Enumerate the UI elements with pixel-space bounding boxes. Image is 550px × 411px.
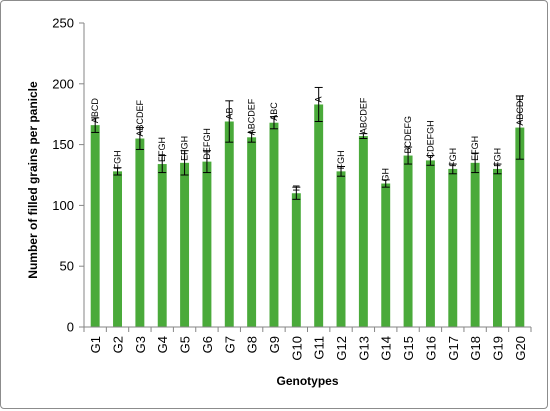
x-tick-label: G13 <box>356 336 371 361</box>
error-bar-g2 <box>113 167 122 176</box>
y-tick-label: 0 <box>67 320 74 335</box>
x-tick-label: G14 <box>379 336 394 361</box>
x-tick-label: G19 <box>490 336 505 361</box>
significance-label-g14: GH <box>381 168 391 182</box>
x-axis-ticks: G1 G2 G3 G4 G5 G6 G7 G8 G9 G10 G11 G12 G13 G14 G15 G16 G… <box>83 327 532 361</box>
x-tick-label: G20 <box>513 336 528 361</box>
significance-label-g5: EFGH <box>180 136 190 161</box>
significance-label-g1: ABCD <box>90 98 100 124</box>
bar-g10 <box>291 193 301 327</box>
y-axis-ticks: 0 50 100 150 200 250 <box>52 16 84 335</box>
error-bar-g20 <box>515 95 524 160</box>
error-bar-g12 <box>337 165 346 177</box>
bar-g18 <box>470 162 480 327</box>
significance-label-g13: ABCDEF <box>358 97 368 134</box>
x-tick-label: G5 <box>178 336 193 353</box>
x-tick-label: G10 <box>289 336 304 361</box>
x-tick-label: G11 <box>312 336 327 360</box>
y-tick-label: 50 <box>60 259 74 274</box>
bar-g9 <box>269 122 279 327</box>
significance-label-g11: A <box>314 96 324 102</box>
significance-label-g3: ABCDEF <box>135 100 145 137</box>
significance-labels: ABCD FGH ABCDEF EFGH EFGH DEFGH AB ABCDEF ABC H A F… <box>90 95 525 192</box>
significance-label-g15: BCDEFG <box>403 116 413 154</box>
error-bar-g6 <box>202 150 211 174</box>
bar-g15 <box>403 155 413 327</box>
error-bar-g3 <box>135 127 144 150</box>
significance-label-g10: H <box>291 185 301 192</box>
bar-g20 <box>515 127 525 328</box>
y-axis-title: Number of filled grains per panicle <box>26 81 40 279</box>
x-tick-label: G4 <box>155 336 170 353</box>
error-bar-g11 <box>314 86 323 122</box>
error-bar-g16 <box>426 155 435 166</box>
x-tick-label: G9 <box>267 336 282 353</box>
error-bar-g19 <box>493 163 502 175</box>
error-bar-g13 <box>359 133 368 140</box>
x-tick-label: G6 <box>200 336 215 353</box>
bar-g19 <box>493 168 502 327</box>
x-tick-label: G3 <box>133 336 148 353</box>
error-bar-g8 <box>247 131 256 143</box>
bar-g2 <box>113 171 122 327</box>
error-bar-g10 <box>292 186 301 200</box>
significance-label-g18: EFGH <box>470 136 480 161</box>
bar-g7 <box>224 121 234 327</box>
error-bar-g7 <box>225 100 234 143</box>
x-tick-label: G17 <box>446 336 461 361</box>
significance-label-g9: ABC <box>269 102 279 121</box>
error-bar-g9 <box>269 116 278 130</box>
x-axis-title: Genotypes <box>276 374 338 388</box>
x-tick-label: G7 <box>222 336 237 353</box>
bar-g13 <box>358 136 368 327</box>
error-bar-g15 <box>404 146 413 165</box>
x-tick-label: G8 <box>245 336 260 353</box>
error-bar-g5 <box>180 150 189 176</box>
bar-g12 <box>336 171 346 327</box>
bar-g6 <box>202 161 212 327</box>
y-tick-label: 100 <box>52 198 74 213</box>
x-tick-label: G1 <box>88 336 103 353</box>
y-tick-label: 150 <box>52 137 74 152</box>
bar-g1 <box>90 125 100 327</box>
significance-label-g4: EFGH <box>157 137 167 162</box>
significance-label-g7: AB <box>224 107 234 119</box>
significance-label-g2: FGH <box>113 150 123 169</box>
y-tick-label: 250 <box>52 16 74 31</box>
x-tick-label: G15 <box>401 336 416 361</box>
error-bar-g4 <box>158 155 167 174</box>
significance-label-g19: FGH <box>492 148 502 167</box>
bar-g5 <box>180 162 190 327</box>
error-bar-g14 <box>381 179 390 188</box>
bar-g8 <box>247 137 257 327</box>
bar-g16 <box>425 160 435 327</box>
significance-label-g12: FGH <box>336 150 346 169</box>
y-tick-label: 200 <box>52 76 74 91</box>
significance-label-g8: ABCDEF <box>247 98 257 135</box>
error-bar-g18 <box>471 152 480 174</box>
significance-label-g20: ABCDE <box>515 95 525 126</box>
bar-g11 <box>314 104 324 327</box>
bars <box>90 104 525 328</box>
x-tick-label: G2 <box>111 336 126 353</box>
error-bar-g17 <box>448 163 457 175</box>
bar-g17 <box>448 168 458 327</box>
significance-label-g6: DEFGH <box>202 128 212 160</box>
significance-label-g16: CDEFGH <box>425 120 435 158</box>
error-bar-g1 <box>91 117 100 133</box>
bar-g4 <box>157 164 167 327</box>
bar-g14 <box>381 183 391 327</box>
error-bars <box>91 86 524 200</box>
bar-g3 <box>135 138 145 327</box>
x-tick-label: G18 <box>468 336 483 361</box>
x-tick-label: G12 <box>334 336 349 361</box>
significance-label-g17: FGH <box>448 148 458 167</box>
x-tick-label: G16 <box>423 336 438 361</box>
